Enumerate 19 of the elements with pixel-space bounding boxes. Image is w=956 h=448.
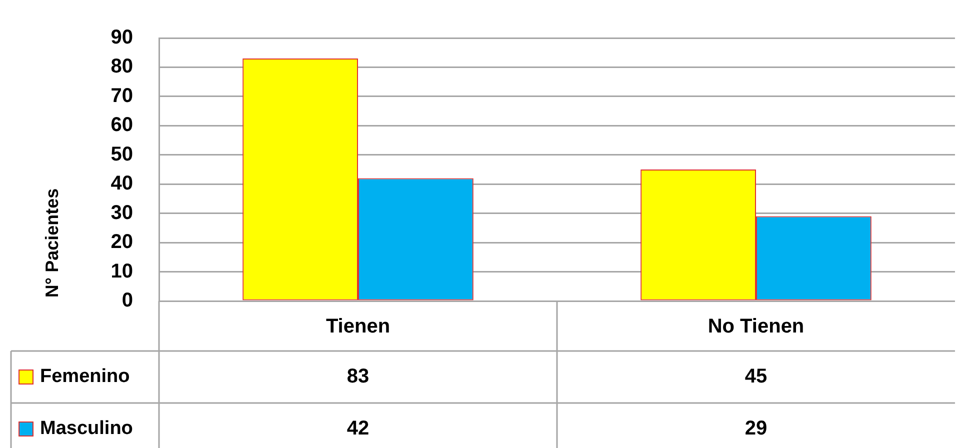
- y-tick-label: 20: [110, 231, 133, 254]
- y-tick-label: 60: [110, 114, 133, 136]
- y-tick-label: 0: [122, 290, 133, 312]
- y-tick-label: 30: [110, 202, 133, 224]
- y-axis-title: N° Pacientes: [42, 188, 62, 298]
- x-tick-label: No Tienen: [708, 316, 804, 338]
- y-tick-label: 40: [110, 172, 133, 195]
- data-label: 83: [346, 366, 370, 388]
- data-label: 29: [744, 418, 768, 440]
- legend-label: Femenino: [40, 366, 130, 388]
- y-tick-label: 70: [110, 84, 133, 107]
- y-tick-label: 50: [110, 143, 133, 166]
- data-label: 42: [346, 418, 370, 440]
- legend-label: Masculino: [40, 418, 133, 440]
- y-tick-label: 90: [110, 26, 133, 49]
- y-tick-label: 80: [110, 56, 133, 78]
- data-label: 45: [744, 366, 768, 388]
- y-tick-label: 10: [110, 260, 133, 282]
- x-tick-label: Tienen: [326, 316, 390, 338]
